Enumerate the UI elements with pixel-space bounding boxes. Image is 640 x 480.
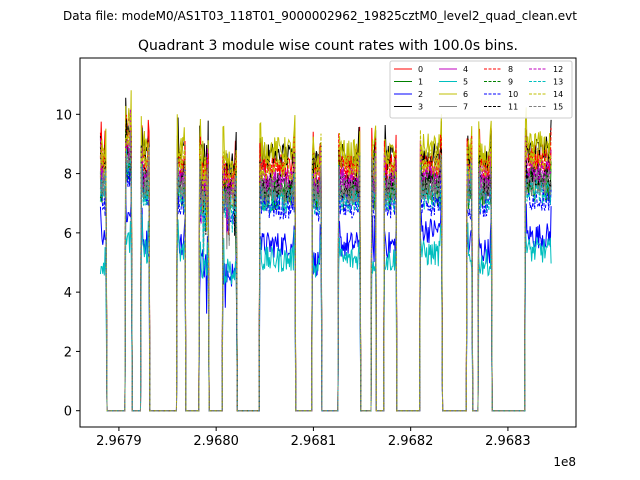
y-tick-label: 4 [64,286,72,301]
y-tick-label: 6 [64,227,72,242]
y-tick-label: 8 [64,168,72,183]
legend-label-12: 12 [553,65,563,74]
series-line-9 [99,130,552,412]
legend-label-10: 10 [508,90,518,99]
plot-frame [79,57,577,428]
legend-label-0: 0 [418,65,423,74]
y-tick-label: 0 [64,405,72,420]
suptitle: Data file: modeM0/AS1T03_118T01_90000029… [63,9,577,23]
x-tick-label: 2.9680 [193,434,239,449]
legend-label-5: 5 [463,78,468,87]
legend-label-8: 8 [508,65,513,74]
x-offset-label: 1e8 [553,455,576,469]
legend-label-4: 4 [463,65,468,74]
series-layer [99,90,552,412]
y-tick-label: 10 [55,108,72,123]
x-tick-label: 2.9679 [96,434,142,449]
chart-title: Quadrant 3 module wise count rates with … [138,38,518,54]
series-line-3 [99,97,552,412]
legend-label-1: 1 [418,78,423,87]
legend-label-14: 14 [553,90,563,99]
x-axis: 2.9679 2.9680 2.9681 2.9682 2.9683 [96,427,531,449]
y-axis: 0 2 4 6 8 10 [55,108,80,420]
legend-label-6: 6 [463,90,468,99]
legend-label-3: 3 [418,103,423,112]
legend-label-7: 7 [463,103,468,112]
series-line-15 [99,132,552,412]
legend-label-9: 9 [508,78,513,87]
x-tick-label: 2.9681 [291,434,337,449]
x-tick-label: 2.9682 [388,434,434,449]
legend-label-13: 13 [553,78,563,87]
series-line-5 [99,214,552,412]
legend-label-11: 11 [508,103,518,112]
series-line-6 [99,90,552,412]
x-tick-label: 2.9683 [485,434,531,449]
series-line-2 [99,194,552,412]
legend-label-15: 15 [553,103,563,112]
legend-label-2: 2 [418,90,423,99]
legend-box [389,60,573,119]
y-tick-label: 2 [64,345,72,360]
series-line-14 [99,113,552,412]
